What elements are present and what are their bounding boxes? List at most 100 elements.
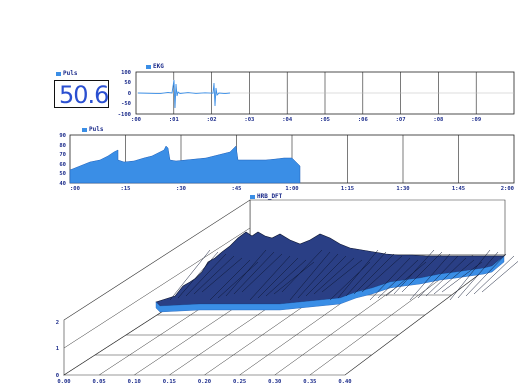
mesh-line (265, 259, 307, 297)
surface-panel-label: HRB_DFT (257, 193, 283, 200)
ekg-x-tick: :08 (433, 117, 443, 123)
puls-x-tick: :00 (70, 186, 80, 192)
mesh-line (385, 261, 427, 297)
surface-front-skirt (155, 255, 505, 313)
ekg-x-tick: :04 (282, 117, 293, 123)
puls-x-tick: 1:45 (452, 186, 465, 192)
ekg-y-tick: -100 (118, 112, 131, 118)
mesh-line (409, 253, 451, 301)
mesh-line (305, 255, 347, 297)
ekg-panel-label: EKG (153, 63, 164, 70)
puls-y-tick: 70 (59, 152, 66, 158)
mesh-line (193, 255, 235, 295)
mesh-line (345, 251, 387, 297)
puls-y-tick: 50 (59, 171, 66, 177)
mesh-line (393, 249, 435, 295)
mesh-line (401, 251, 443, 293)
mesh-line (433, 259, 475, 295)
mesh-line (481, 261, 518, 293)
ekg-x-tick: :01 (169, 117, 180, 123)
puls-y-tick: 90 (59, 133, 66, 139)
mesh-line (289, 251, 331, 301)
puls-x-tick: :30 (176, 186, 186, 192)
puls-y-tick: 40 (59, 181, 66, 187)
mesh-line (233, 251, 275, 295)
mesh-line (425, 257, 467, 297)
mesh-line (329, 261, 371, 301)
surface-x-tick: 0.15 (163, 379, 176, 385)
puls-display-tag: Puls (56, 70, 77, 77)
mesh-line (313, 257, 355, 295)
surface-z-tick: 2 (56, 320, 59, 326)
mesh-line (473, 255, 515, 295)
puls-x-tick: 1:00 (285, 186, 298, 192)
puls-chart-label: Puls (89, 126, 104, 133)
surface-x-tick: 0.00 (57, 379, 70, 385)
surface-mesh-lines (169, 249, 518, 301)
mesh-line (241, 253, 283, 293)
ekg-y-tick: 50 (124, 80, 131, 86)
ekg-x-tick: :05 (320, 117, 330, 123)
surface-wall-line (63, 227, 251, 349)
mesh-line (369, 257, 411, 301)
mesh-line (209, 259, 251, 301)
surface-x-tick: 0.30 (268, 379, 281, 385)
mesh-line (321, 259, 363, 293)
mesh-line (457, 251, 499, 299)
mesh-line (449, 249, 491, 301)
ekg-x-tick: :00 (131, 117, 141, 123)
surface-z-tick: 0 (56, 373, 59, 379)
ekg-y-tick: 0 (128, 91, 131, 97)
puls-chart-tag: Puls (82, 126, 103, 133)
puls-value: 50.6 (59, 81, 109, 109)
ekg-waveform (137, 79, 231, 109)
puls-x-tick: 1:15 (341, 186, 354, 192)
mesh-line (177, 251, 219, 299)
mesh-line (337, 249, 379, 299)
puls-value-display: 50.6 (54, 80, 109, 109)
ekg-x-tick: :09 (471, 117, 481, 123)
ekg-y-tick: 100 (121, 70, 131, 76)
ekg-panel-tag: EKG (146, 63, 164, 70)
legend-swatch (56, 71, 61, 76)
surface-x-tick: 0.25 (233, 379, 246, 385)
mesh-line (441, 261, 483, 293)
puls-x-tick: 1:30 (396, 186, 409, 192)
mesh-line (257, 257, 299, 299)
surface-x-ticks: 0.00 0.05 0.10 0.15 0.20 0.25 0.30 0.35 0.40 (57, 379, 351, 385)
puls-x-tick: 2:00 (501, 186, 514, 192)
surface-z-tick: 1 (56, 346, 60, 352)
mesh-line (169, 249, 211, 301)
puls-x-tick: :15 (121, 186, 131, 192)
surface-x-tick: 0.35 (303, 379, 316, 385)
mesh-line (353, 253, 395, 295)
mesh-line (225, 249, 267, 297)
ekg-panel: 100 50 0 -50 -100 :00:01:02:03:04:05:06:… (118, 70, 515, 123)
mesh-line (185, 253, 227, 297)
mesh-line (201, 257, 243, 293)
surface-mesh (155, 231, 518, 313)
legend-swatch (250, 194, 255, 199)
puls-y-tick: 80 (59, 143, 66, 149)
surface-x-tick: 0.10 (128, 379, 141, 385)
mesh-line (361, 255, 403, 293)
legend-swatch (146, 64, 151, 69)
puls-trend-area (69, 145, 301, 184)
mesh-line (273, 261, 315, 295)
ekg-x-tick: :02 (207, 117, 217, 123)
mesh-line (217, 261, 259, 299)
ekg-y-tick: -50 (121, 101, 131, 107)
mesh-line (249, 255, 291, 301)
mesh-line (465, 253, 507, 297)
surface-x-tick: 0.40 (338, 379, 351, 385)
mesh-line (377, 259, 419, 299)
mesh-line (297, 253, 339, 299)
surface-panel: 2 1 0 0.00 0.05 0.10 0.15 0.20 0.25 0.30 0.35 0.… (56, 199, 518, 385)
puls-x-tick: :45 (232, 186, 242, 192)
puls-y-tick: 60 (59, 162, 66, 168)
surface-panel-tag: HRB_DFT (250, 193, 282, 200)
puls-x-ticks: :00 :15 :30 :45 1:00 1:15 1:30 1:45 2:00 (70, 186, 514, 192)
ekg-x-tick: :03 (244, 117, 254, 123)
ekg-x-tick: :07 (396, 117, 406, 123)
